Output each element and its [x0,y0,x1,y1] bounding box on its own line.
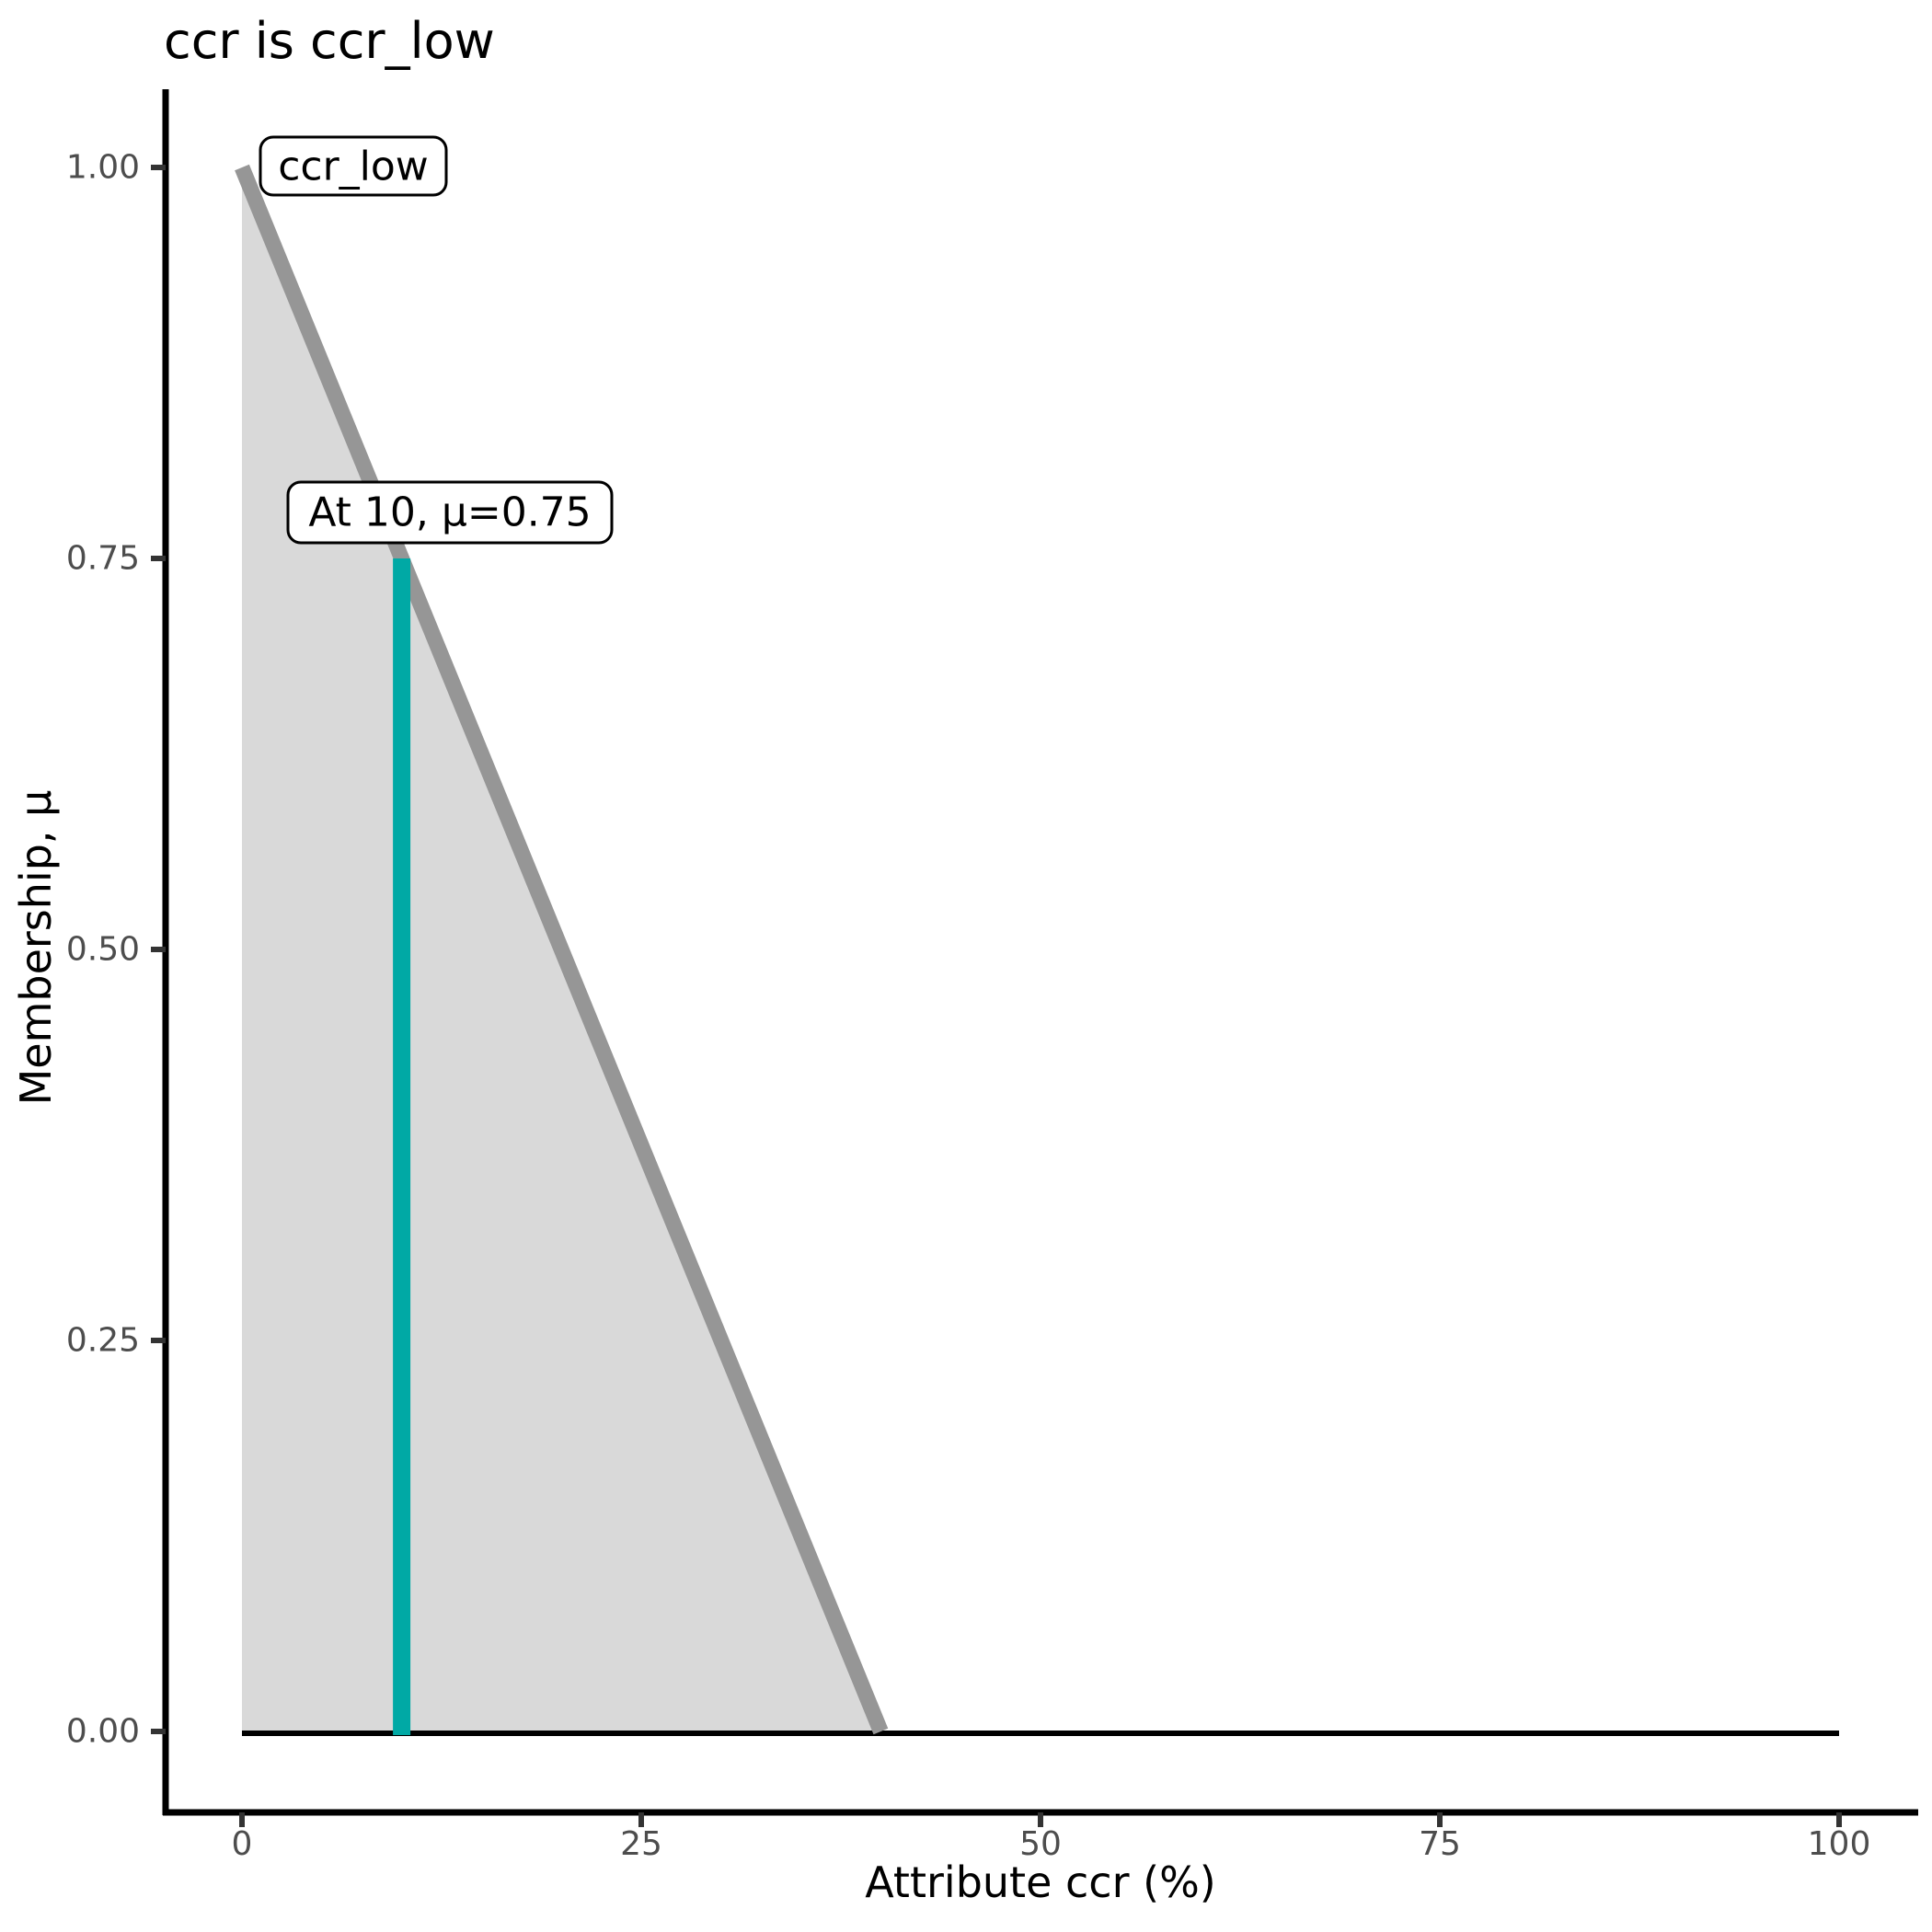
x-tick-label: 25 [620,1825,662,1863]
x-axis-title: Attribute ccr (%) [865,1857,1215,1907]
y-tick-label: 1.00 [66,149,140,187]
x-tick-label: 50 [1019,1825,1062,1863]
x-tick-label: 0 [232,1825,253,1863]
highlight-label-box [286,480,614,545]
set-label: ccr_low [259,135,448,197]
y-axis-ticks: 0.00 0.25 0.50 0.75 1.00 [66,149,166,1751]
y-tick-label: 0.50 [66,931,140,969]
y-tick-label: 0.25 [66,1322,140,1360]
highlight-label: At 10, μ=0.75 [286,480,614,545]
highlight-label-text: At 10, μ=0.75 [308,489,591,536]
y-tick-label: 0.00 [66,1713,140,1751]
set-label-box [259,135,448,197]
x-tick-label: 100 [1808,1825,1871,1863]
x-tick-label: 75 [1419,1825,1461,1863]
membership-function-line [235,164,889,1735]
y-axis-title: Membership, μ [11,790,61,1106]
chart-title: ccr is ccr_low [164,12,495,70]
x-axis-ticks: 0 25 50 75 100 [232,1812,1871,1863]
set-label-text: ccr_low [278,144,429,190]
y-tick-label: 0.75 [66,540,140,578]
